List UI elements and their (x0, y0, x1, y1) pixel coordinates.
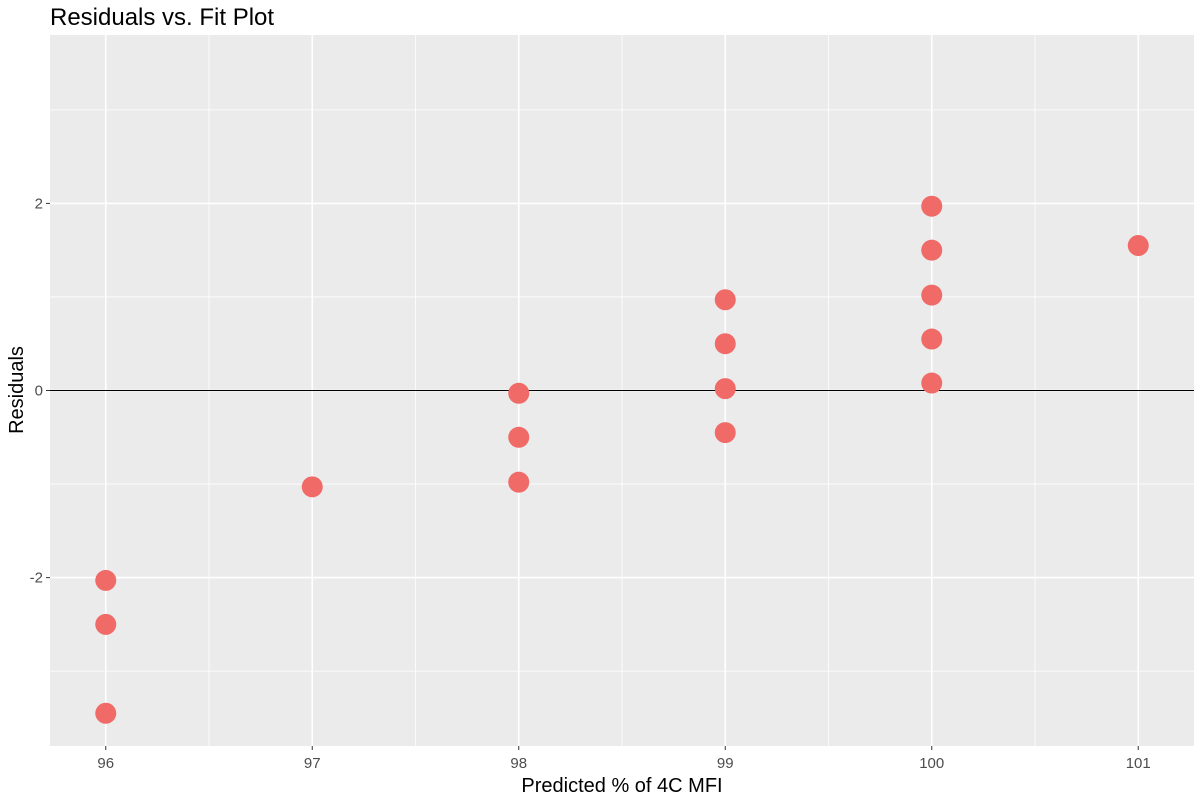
data-point (95, 613, 117, 635)
chart-title: Residuals vs. Fit Plot (50, 4, 274, 31)
x-tick-label: 96 (97, 755, 114, 772)
x-axis-title: Predicted % of 4C MFI (521, 775, 722, 797)
x-tick-label: 98 (510, 755, 527, 772)
y-axis: -2 0 2 (30, 195, 50, 587)
y-tick-label: -2 (30, 570, 43, 587)
data-points (95, 195, 1149, 724)
data-point (95, 569, 117, 591)
x-tick-label: 99 (717, 755, 734, 772)
y-tick-label: 2 (35, 195, 43, 212)
y-axis-title: Residuals (6, 346, 28, 434)
data-point (714, 422, 736, 444)
data-point (714, 289, 736, 311)
data-point (921, 195, 943, 217)
data-point (714, 333, 736, 355)
data-point (508, 471, 530, 493)
plot-panel (50, 35, 1194, 746)
data-point (921, 239, 943, 261)
x-tick-label: 101 (1126, 755, 1151, 772)
data-point (921, 328, 943, 350)
data-point (1127, 234, 1149, 256)
x-tick-label: 100 (919, 755, 944, 772)
data-point (714, 378, 736, 400)
x-tick-label: 97 (304, 755, 321, 772)
data-point (921, 372, 943, 394)
data-point (508, 382, 530, 404)
x-axis: 96 97 98 99 100 101 (97, 746, 1151, 772)
data-point (301, 476, 323, 498)
y-tick-label: 0 (35, 383, 43, 400)
data-point (508, 426, 530, 448)
data-point (921, 284, 943, 306)
data-point (95, 702, 117, 724)
